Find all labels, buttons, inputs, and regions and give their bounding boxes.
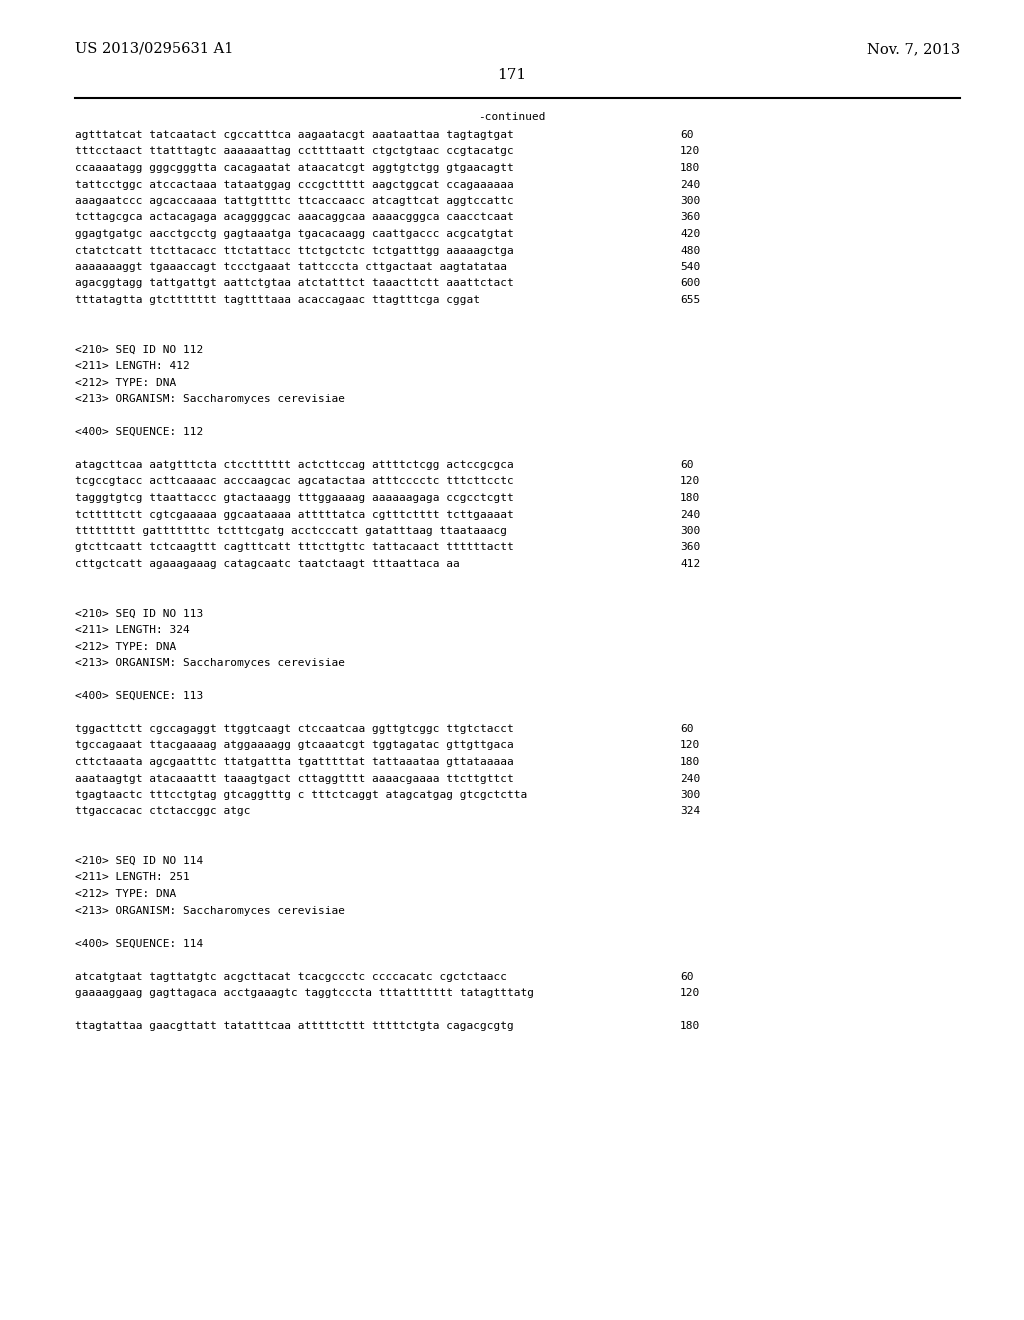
Text: 420: 420: [680, 228, 700, 239]
Text: ttgaccacac ctctaccggc atgc: ttgaccacac ctctaccggc atgc: [75, 807, 251, 817]
Text: 240: 240: [680, 774, 700, 784]
Text: -continued: -continued: [478, 112, 546, 121]
Text: atcatgtaat tagttatgtc acgcttacat tcacgccctc ccccacatc cgctctaacc: atcatgtaat tagttatgtc acgcttacat tcacgcc…: [75, 972, 507, 982]
Text: <211> LENGTH: 251: <211> LENGTH: 251: [75, 873, 189, 883]
Text: <400> SEQUENCE: 113: <400> SEQUENCE: 113: [75, 690, 203, 701]
Text: 60: 60: [680, 723, 693, 734]
Text: <400> SEQUENCE: 112: <400> SEQUENCE: 112: [75, 426, 203, 437]
Text: 360: 360: [680, 543, 700, 553]
Text: gtcttcaatt tctcaagttt cagtttcatt tttcttgttc tattacaact ttttttactt: gtcttcaatt tctcaagttt cagtttcatt tttcttg…: [75, 543, 514, 553]
Text: 60: 60: [680, 129, 693, 140]
Text: aaataagtgt atacaaattt taaagtgact cttaggtttt aaaacgaaaa ttcttgttct: aaataagtgt atacaaattt taaagtgact cttaggt…: [75, 774, 514, 784]
Text: <400> SEQUENCE: 114: <400> SEQUENCE: 114: [75, 939, 203, 949]
Text: agtttatcat tatcaatact cgccatttca aagaatacgt aaataattaa tagtagtgat: agtttatcat tatcaatact cgccatttca aagaata…: [75, 129, 514, 140]
Text: tagggtgtcg ttaattaccc gtactaaagg tttggaaaag aaaaaagaga ccgcctcgtt: tagggtgtcg ttaattaccc gtactaaagg tttggaa…: [75, 492, 514, 503]
Text: gaaaaggaag gagttagaca acctgaaagtc taggtcccta tttattttttt tatagtttatg: gaaaaggaag gagttagaca acctgaaagtc taggtc…: [75, 987, 534, 998]
Text: 240: 240: [680, 180, 700, 190]
Text: tctttttctt cgtcgaaaaa ggcaataaaa atttttatca cgtttctttt tcttgaaaat: tctttttctt cgtcgaaaaa ggcaataaaa attttta…: [75, 510, 514, 520]
Text: <213> ORGANISM: Saccharomyces cerevisiae: <213> ORGANISM: Saccharomyces cerevisiae: [75, 393, 345, 404]
Text: <212> TYPE: DNA: <212> TYPE: DNA: [75, 378, 176, 388]
Text: 60: 60: [680, 459, 693, 470]
Text: 180: 180: [680, 756, 700, 767]
Text: 480: 480: [680, 246, 700, 256]
Text: tttatagtta gtcttttttt tagttttaaa acaccagaac ttagtttcga cggat: tttatagtta gtcttttttt tagttttaaa acaccag…: [75, 294, 480, 305]
Text: 171: 171: [498, 69, 526, 82]
Text: 120: 120: [680, 477, 700, 487]
Text: tattcctggc atccactaaa tataatggag cccgcttttt aagctggcat ccagaaaaaa: tattcctggc atccactaaa tataatggag cccgctt…: [75, 180, 514, 190]
Text: aaagaatccc agcaccaaaa tattgttttc ttcaccaacc atcagttcat aggtccattc: aaagaatccc agcaccaaaa tattgttttc ttcacca…: [75, 195, 514, 206]
Text: tcttagcgca actacagaga acaggggcac aaacaggcaa aaaacgggca caacctcaat: tcttagcgca actacagaga acaggggcac aaacagg…: [75, 213, 514, 223]
Text: ttttttttt gatttttttc tctttcgatg acctcccatt gatatttaag ttaataaacg: ttttttttt gatttttttc tctttcgatg acctccca…: [75, 525, 507, 536]
Text: atagcttcaa aatgtttcta ctcctttttt actcttccag attttctcgg actccgcgca: atagcttcaa aatgtttcta ctcctttttt actcttc…: [75, 459, 514, 470]
Text: 412: 412: [680, 558, 700, 569]
Text: <211> LENGTH: 324: <211> LENGTH: 324: [75, 624, 189, 635]
Text: 120: 120: [680, 987, 700, 998]
Text: <213> ORGANISM: Saccharomyces cerevisiae: <213> ORGANISM: Saccharomyces cerevisiae: [75, 906, 345, 916]
Text: ggagtgatgc aacctgcctg gagtaaatga tgacacaagg caattgaccc acgcatgtat: ggagtgatgc aacctgcctg gagtaaatga tgacaca…: [75, 228, 514, 239]
Text: <213> ORGANISM: Saccharomyces cerevisiae: <213> ORGANISM: Saccharomyces cerevisiae: [75, 657, 345, 668]
Text: tcgccgtacc acttcaaaac acccaagcac agcatactaa atttcccctc tttcttcctc: tcgccgtacc acttcaaaac acccaagcac agcatac…: [75, 477, 514, 487]
Text: 60: 60: [680, 972, 693, 982]
Text: tgagtaactc tttcctgtag gtcaggtttg c tttctcaggt atagcatgag gtcgctctta: tgagtaactc tttcctgtag gtcaggtttg c tttct…: [75, 789, 527, 800]
Text: 300: 300: [680, 525, 700, 536]
Text: 360: 360: [680, 213, 700, 223]
Text: 180: 180: [680, 162, 700, 173]
Text: 324: 324: [680, 807, 700, 817]
Text: cttctaaata agcgaatttc ttatgattta tgatttttat tattaaataa gttataaaaa: cttctaaata agcgaatttc ttatgattta tgatttt…: [75, 756, 514, 767]
Text: 600: 600: [680, 279, 700, 289]
Text: cttgctcatt agaaagaaag catagcaatc taatctaagt tttaattaca aa: cttgctcatt agaaagaaag catagcaatc taatcta…: [75, 558, 460, 569]
Text: tggacttctt cgccagaggt ttggtcaagt ctccaatcaa ggttgtcggc ttgtctacct: tggacttctt cgccagaggt ttggtcaagt ctccaat…: [75, 723, 514, 734]
Text: <212> TYPE: DNA: <212> TYPE: DNA: [75, 888, 176, 899]
Text: 120: 120: [680, 741, 700, 751]
Text: <212> TYPE: DNA: <212> TYPE: DNA: [75, 642, 176, 652]
Text: <210> SEQ ID NO 112: <210> SEQ ID NO 112: [75, 345, 203, 355]
Text: <210> SEQ ID NO 113: <210> SEQ ID NO 113: [75, 609, 203, 619]
Text: tgccagaaat ttacgaaaag atggaaaagg gtcaaatcgt tggtagatac gttgttgaca: tgccagaaat ttacgaaaag atggaaaagg gtcaaat…: [75, 741, 514, 751]
Text: 540: 540: [680, 261, 700, 272]
Text: 300: 300: [680, 195, 700, 206]
Text: aaaaaaaggt tgaaaccagt tccctgaaat tattcccta cttgactaat aagtatataa: aaaaaaaggt tgaaaccagt tccctgaaat tattccc…: [75, 261, 507, 272]
Text: 300: 300: [680, 789, 700, 800]
Text: 655: 655: [680, 294, 700, 305]
Text: US 2013/0295631 A1: US 2013/0295631 A1: [75, 42, 233, 55]
Text: Nov. 7, 2013: Nov. 7, 2013: [866, 42, 961, 55]
Text: tttcctaact ttatttagtc aaaaaattag ccttttaatt ctgctgtaac ccgtacatgc: tttcctaact ttatttagtc aaaaaattag cctttta…: [75, 147, 514, 157]
Text: ttagtattaa gaacgttatt tatatttcaa atttttcttt tttttctgta cagacgcgtg: ttagtattaa gaacgttatt tatatttcaa atttttc…: [75, 1020, 514, 1031]
Text: 120: 120: [680, 147, 700, 157]
Text: agacggtagg tattgattgt aattctgtaa atctatttct taaacttctt aaattctact: agacggtagg tattgattgt aattctgtaa atctatt…: [75, 279, 514, 289]
Text: 180: 180: [680, 492, 700, 503]
Text: ctatctcatt ttcttacacc ttctattacc ttctgctctc tctgatttgg aaaaagctga: ctatctcatt ttcttacacc ttctattacc ttctgct…: [75, 246, 514, 256]
Text: <211> LENGTH: 412: <211> LENGTH: 412: [75, 360, 189, 371]
Text: <210> SEQ ID NO 114: <210> SEQ ID NO 114: [75, 855, 203, 866]
Text: ccaaaatagg gggcgggtta cacagaatat ataacatcgt aggtgtctgg gtgaacagtt: ccaaaatagg gggcgggtta cacagaatat ataacat…: [75, 162, 514, 173]
Text: 180: 180: [680, 1020, 700, 1031]
Text: 240: 240: [680, 510, 700, 520]
